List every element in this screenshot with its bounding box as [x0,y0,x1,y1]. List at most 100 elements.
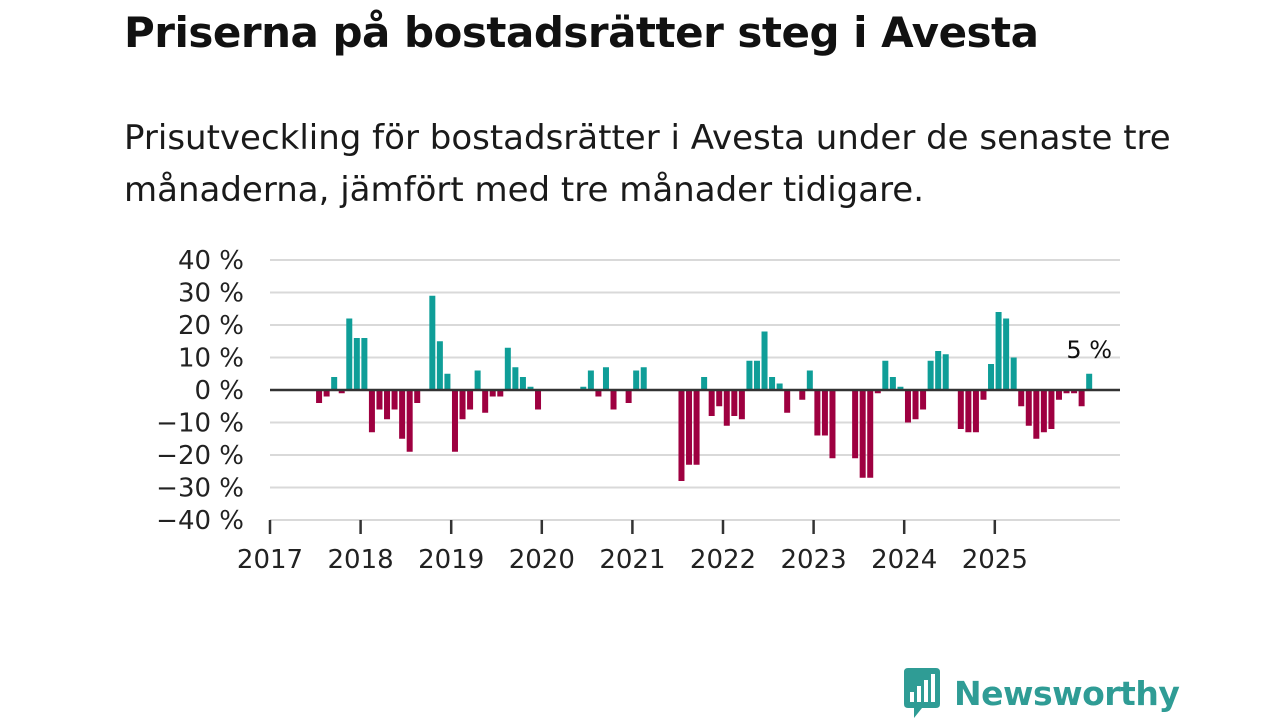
x-tick-label: 2021 [599,545,665,575]
bar [889,377,896,390]
bar [316,390,323,403]
bar [535,390,542,410]
bar [972,390,979,433]
bar [602,367,609,390]
bar [678,390,685,481]
bar [920,390,927,410]
bar [429,295,436,390]
bar [980,390,987,400]
bar [406,390,413,452]
bar [1025,390,1032,426]
bar [459,390,466,420]
bar [1010,357,1017,390]
bar [338,390,345,394]
bar [331,377,338,390]
y-tick-label: −40 % [156,506,244,536]
bar [1018,390,1025,407]
bar [686,390,693,465]
bar [497,390,504,397]
bar [988,364,995,390]
bar [1071,390,1078,394]
y-tick-label: −30 % [156,474,244,504]
x-tick-label: 2022 [690,545,756,575]
bar [519,377,526,390]
x-tick-label: 2023 [781,545,847,575]
y-tick-label: 10 % [178,344,244,374]
bar [942,354,949,390]
bar [821,390,828,436]
bar [391,390,398,410]
bar [640,367,647,390]
bar [723,390,730,426]
bar [512,367,519,390]
bar [897,386,904,390]
bar [610,390,617,410]
bar [323,390,330,397]
bar [580,386,587,390]
bar [701,377,708,390]
bar [867,390,874,478]
bar [806,370,813,390]
x-tick-label: 2024 [871,545,937,575]
y-tick-label: −10 % [156,409,244,439]
bar [353,338,360,390]
bar [384,390,391,420]
bar-chart: 40 %30 %20 %10 %0 %−10 %−20 %−30 %−40 % 2… [156,246,1120,575]
bar [731,390,738,416]
bar [814,390,821,436]
bar [761,331,768,390]
y-tick-label: −20 % [156,441,244,471]
newsworthy-logo[interactable]: Newsworthy [902,668,1180,718]
bar [399,390,406,439]
bar [784,390,791,413]
bar [882,360,889,390]
bar [904,390,911,423]
bar [587,370,594,390]
bar [376,390,383,410]
bar [769,377,776,390]
bar [957,390,964,429]
logo-text: Newsworthy [954,673,1180,713]
x-tick-label: 2017 [237,545,303,575]
bar [965,390,972,433]
bar [852,390,859,459]
bar [716,390,723,407]
bar [467,390,474,410]
bar [1063,390,1070,394]
bar [346,318,353,390]
y-tick-label: 20 % [178,311,244,341]
bar [482,390,489,413]
bar [451,390,458,452]
bar [829,390,836,459]
bar [436,341,443,390]
y-tick-label: 30 % [178,279,244,309]
bar [799,390,806,400]
bar [753,360,760,390]
bar [1048,390,1055,429]
bar [995,312,1002,390]
y-tick-label: 0 % [194,376,244,406]
chart-subtitle: Prisutveckling för bostadsrätter i Avest… [124,118,1171,210]
bar [708,390,715,416]
bar [527,386,534,390]
bar [1040,390,1047,433]
bar [874,390,881,394]
bar [738,390,745,420]
bar [633,370,640,390]
bar [1086,373,1093,390]
y-tick-label: 40 % [178,246,244,276]
chart-title: Priserna på bostadsrätter steg i Avesta [124,8,1039,57]
x-tick-label: 2019 [418,545,484,575]
bar [504,347,511,390]
bar [368,390,375,433]
bar [361,338,368,390]
bar [595,390,602,397]
x-tick-label: 2020 [509,545,575,575]
bar [912,390,919,420]
bar [859,390,866,478]
bar [1078,390,1085,407]
bar [414,390,421,403]
bar [746,360,753,390]
bar [625,390,632,403]
bar [1055,390,1062,400]
